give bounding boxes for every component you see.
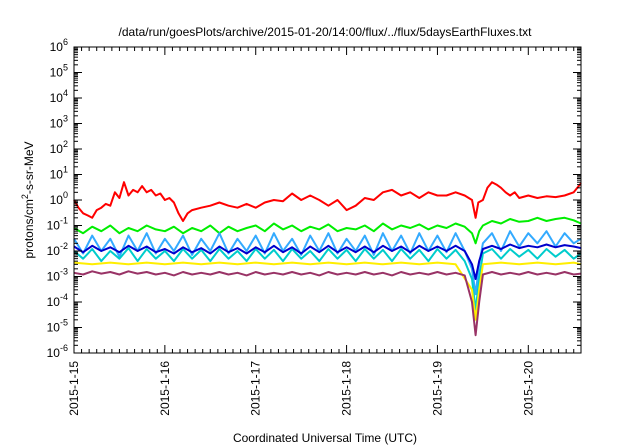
y-tick-label: 10-2 (47, 241, 68, 258)
y-tick-label-exponent: 6 (63, 37, 68, 47)
y-axis-title-part-1: protons/cm (22, 199, 36, 258)
y-tick-label-exponent: 0 (63, 190, 68, 200)
y-tick-label-base: 10 (50, 40, 64, 54)
x-tick-label: 2015-1-15 (67, 361, 81, 416)
y-tick-label: 10-6 (47, 343, 68, 360)
x-tick-label: 2015-1-19 (430, 361, 444, 416)
y-tick-label-base: 10 (50, 142, 64, 156)
series-line-5 (73, 243, 582, 280)
y-tick-label-exponent: 3 (63, 114, 68, 124)
y-tick-label: 100 (50, 190, 68, 207)
series-line-6 (73, 261, 582, 321)
y-axis-title-part-2: -s-sr-MeV (22, 141, 36, 194)
y-tick-label: 10-5 (47, 318, 68, 335)
y-tick-label: 102 (50, 139, 68, 156)
y-tick-label-base: 10 (50, 91, 64, 105)
y-tick-label-base: 10 (47, 219, 61, 233)
y-tick-label-base: 10 (50, 193, 64, 207)
y-tick-label-exponent: -3 (60, 267, 68, 277)
x-tick-label: 2015-1-16 (158, 361, 172, 416)
y-tick-label: 106 (50, 37, 68, 54)
y-axis-title-sup: 2 (20, 194, 30, 199)
y-tick-label-base: 10 (47, 295, 61, 309)
series-line-1 (73, 181, 582, 222)
y-tick-label-base: 10 (50, 117, 64, 131)
y-tick-label-exponent: -1 (60, 216, 68, 226)
y-tick-label: 105 (50, 63, 68, 80)
y-tick-label-base: 10 (50, 66, 64, 80)
y-tick-label-exponent: 5 (63, 63, 68, 73)
y-tick-label-exponent: 4 (63, 88, 68, 98)
y-tick-label-base: 10 (47, 244, 61, 258)
y-tick-label-exponent: 1 (63, 165, 68, 175)
series-layer (73, 181, 582, 337)
y-tick-label: 103 (50, 114, 68, 131)
x-tick-label: 2015-1-20 (521, 361, 535, 416)
y-tick-label-exponent: -5 (60, 318, 68, 328)
y-tick-label: 101 (50, 165, 68, 182)
y-tick-label-exponent: -6 (60, 343, 68, 353)
x-axis-title: Coordinated Universal Time (UTC) (233, 431, 417, 445)
series-line-3 (73, 230, 582, 296)
y-tick-label-exponent: 2 (63, 139, 68, 149)
chart-title: /data/run/goesPlots/archive/2015-01-20/1… (119, 25, 533, 39)
y-tick-label: 10-3 (47, 267, 68, 284)
y-tick-label: 104 (50, 88, 68, 105)
series-line-4 (73, 247, 582, 311)
y-tick-label-exponent: -4 (60, 292, 68, 302)
plot-frame (73, 46, 582, 354)
x-tick-label: 2015-1-17 (249, 361, 263, 416)
y-tick-label-exponent: -2 (60, 241, 68, 251)
y-tick-label: 10-4 (47, 292, 68, 309)
y-tick-label-base: 10 (47, 270, 61, 284)
y-axis-title: protons/cm2-s-sr-MeV (20, 141, 36, 258)
y-tick-label: 10-1 (47, 216, 68, 233)
y-tick-label-base: 10 (47, 346, 61, 360)
y-tick-label-base: 10 (50, 168, 64, 182)
x-tick-label: 2015-1-18 (340, 361, 354, 416)
axes-layer: 10-610-510-410-310-210-11001011021031041… (47, 37, 581, 416)
series-line-2 (73, 216, 582, 245)
series-line-7 (73, 270, 582, 337)
y-tick-label-base: 10 (47, 321, 61, 335)
